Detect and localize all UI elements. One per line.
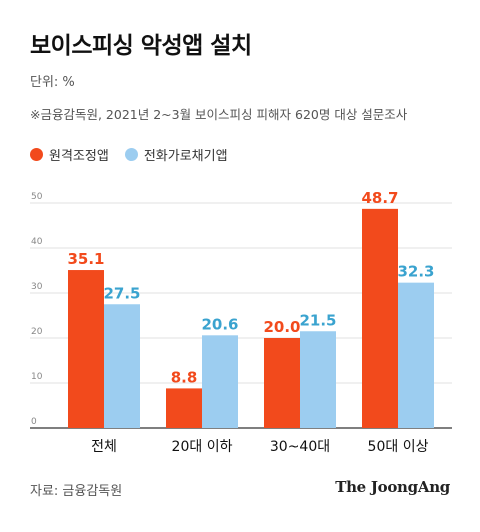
bar-remote-app (362, 208, 398, 428)
x-category-label: 20대 이하 (172, 439, 233, 455)
bar-call-intercept-app (300, 331, 336, 428)
publisher-logo: The JoongAng (335, 478, 450, 496)
x-category-label: 전체 (91, 439, 117, 455)
y-tick-label: 50 (31, 192, 43, 202)
bar-call-intercept-app (202, 335, 238, 428)
bar-remote-app (264, 338, 300, 428)
y-tick-label: 0 (31, 417, 37, 427)
y-tick-label: 10 (31, 372, 43, 382)
bar-call-intercept-app (104, 304, 140, 428)
bar-call-intercept-app (398, 282, 434, 428)
bar-remote-app (166, 388, 202, 428)
y-tick-label: 40 (31, 237, 43, 247)
legend-item-remote-app: 원격조정앱 (30, 145, 109, 164)
unit-label: 단위: % (30, 75, 75, 90)
data-label: 35.1 (67, 250, 104, 268)
data-label: 27.5 (103, 284, 140, 302)
legend-swatch-call-intercept-app (124, 148, 138, 161)
source-label: 자료: 금융감독원 (30, 484, 123, 499)
legend-label-call-intercept-app: 전화가로채기앱 (143, 149, 228, 164)
data-label: 8.8 (171, 368, 198, 386)
legend: 원격조정앱 전화가로채기앱 (30, 145, 228, 164)
x-category-label: 50대 이상 (368, 439, 429, 455)
bar-remote-app (68, 270, 104, 428)
survey-note: ※금융감독원, 2021년 2~3월 보이스피싱 피해자 620명 대상 설문조… (30, 107, 408, 122)
x-category-label: 30~40대 (270, 439, 330, 455)
legend-label-remote-app: 원격조정앱 (49, 149, 109, 164)
data-label: 20.6 (201, 315, 238, 333)
data-label: 48.7 (361, 189, 398, 207)
y-tick-label: 30 (31, 282, 43, 292)
chart-title: 보이스피싱 악성앱 설치 (30, 33, 252, 59)
data-label: 20.0 (263, 318, 300, 336)
data-label: 21.5 (299, 311, 336, 329)
data-label: 32.3 (397, 263, 434, 281)
y-tick-label: 20 (31, 327, 43, 337)
legend-item-call-intercept-app: 전화가로채기앱 (124, 145, 228, 164)
legend-swatch-remote-app (30, 148, 43, 161)
